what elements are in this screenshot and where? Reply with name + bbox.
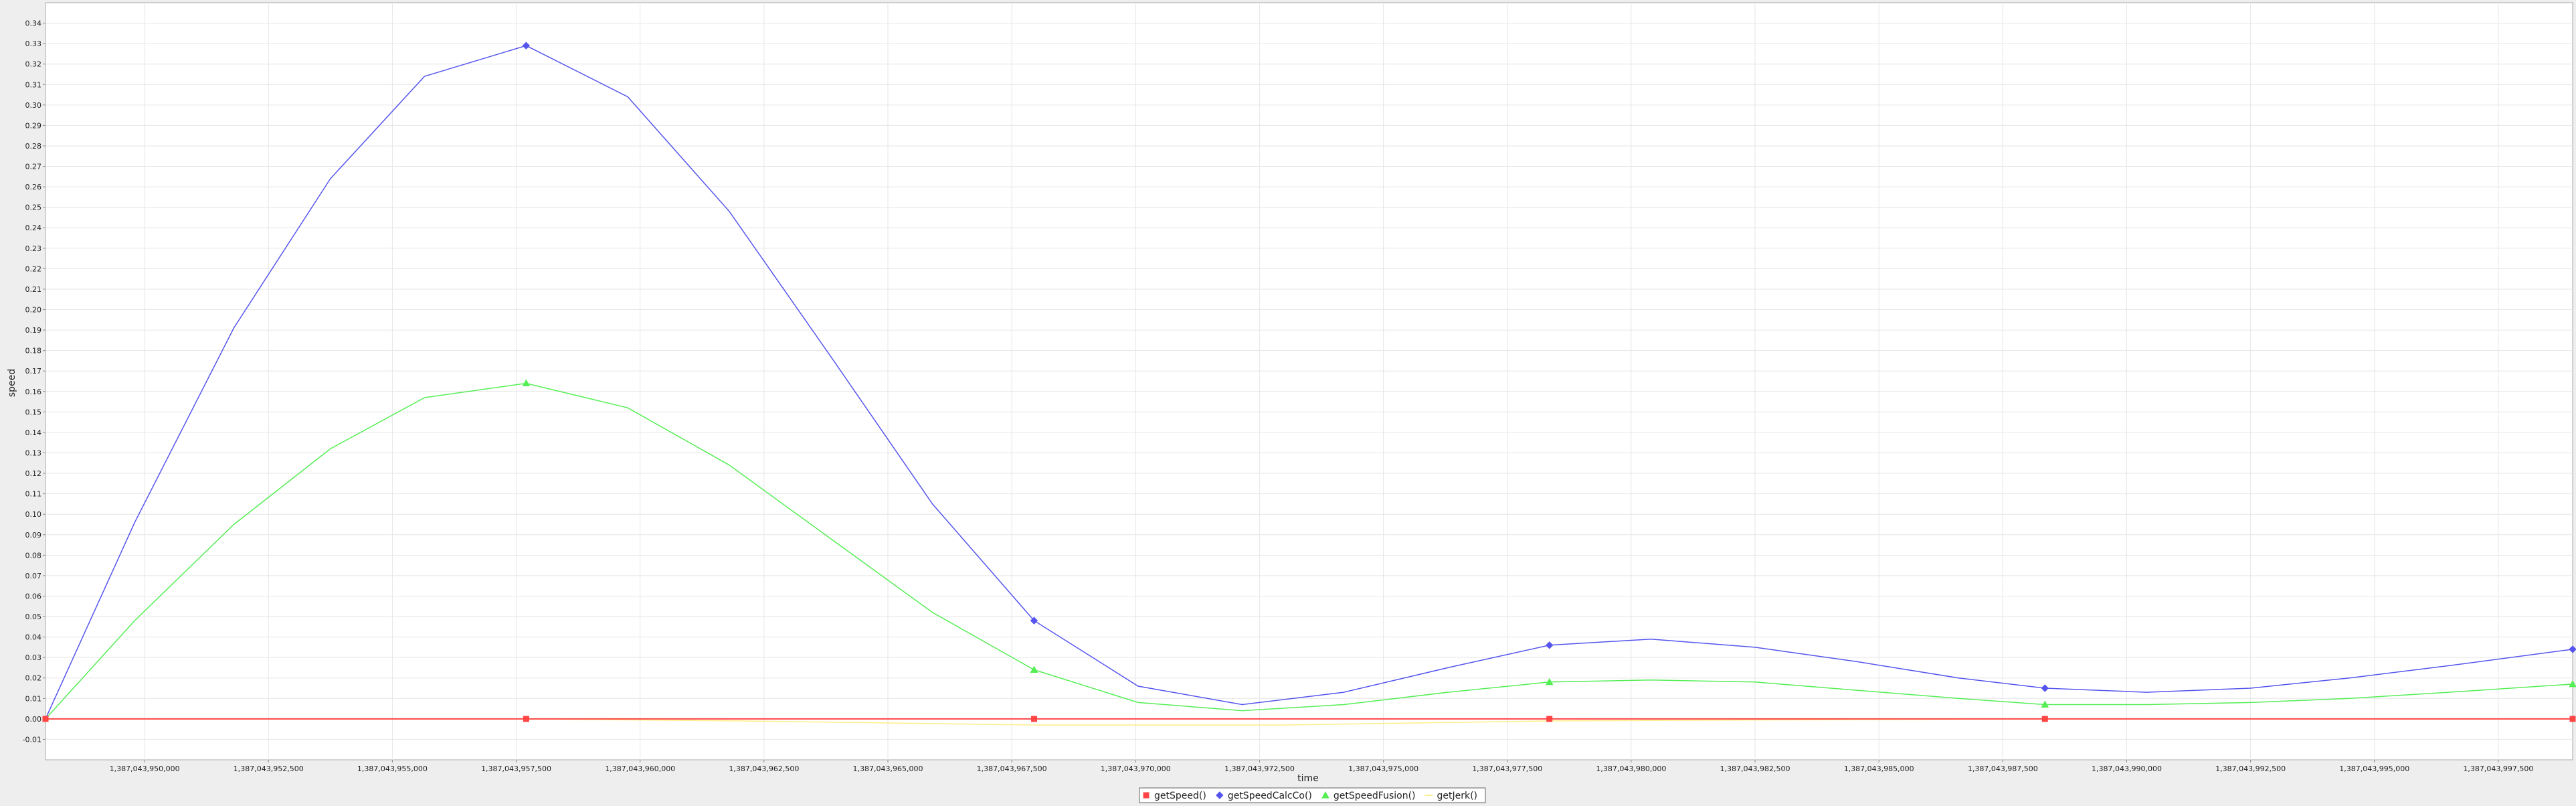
legend-swatch [1321, 791, 1329, 799]
legend-item-get-jerk: getJerk() [1424, 791, 1478, 801]
x-axis-title: time [1297, 773, 1319, 784]
y-tick-label: 0.14 [25, 428, 42, 437]
x-tick-label: 1,387,043,997,500 [2463, 764, 2533, 773]
data-point-get-speed-calc-co [2569, 645, 2576, 653]
x-tick-label: 1,387,043,952,500 [234, 764, 304, 773]
y-tick-label: -0.01 [23, 735, 41, 744]
data-point-get-speed-calc-co [2041, 684, 2049, 692]
x-tick-label: 1,387,043,995,000 [2339, 764, 2409, 773]
y-tick-label: 0.32 [25, 60, 42, 69]
data-point-get-speed-fusion [522, 379, 531, 387]
y-tick-label: 0.07 [25, 572, 42, 580]
y-tick-label: 0.22 [25, 264, 42, 273]
y-tick-label: 0.16 [25, 388, 42, 396]
y-axis-ticks: -0.01 0.00 0.01 0.02 0.03 0.04 0.05 0.06 0.07 0.0… [23, 19, 45, 744]
x-tick-label: 1,387,043,970,000 [1101, 764, 1171, 773]
series-get-speed-calc-co [45, 42, 2576, 720]
y-tick-label: 0.06 [25, 592, 42, 600]
y-tick-label: 0.27 [25, 163, 42, 171]
y-tick-label: 0.08 [25, 551, 42, 560]
y-tick-label: 0.33 [25, 39, 42, 48]
series-get-speed [42, 716, 2576, 722]
y-tick-label: 0.05 [25, 613, 42, 621]
legend-item-get-speed: getSpeed() [1143, 791, 1206, 801]
y-tick-label: 0.31 [25, 80, 42, 89]
x-tick-label: 1,387,043,962,500 [729, 764, 799, 773]
data-point-get-speed [42, 716, 49, 722]
series-line-get-speed-calc-co [45, 45, 2573, 720]
x-tick-label: 1,387,043,985,000 [1844, 764, 1914, 773]
y-tick-label: 0.29 [25, 121, 42, 130]
legend-label: getSpeedCalcCo() [1228, 791, 1312, 801]
y-tick-label: 0.03 [25, 653, 42, 662]
data-point-get-speed-fusion [2041, 700, 2049, 708]
data-point-get-speed [2041, 716, 2048, 722]
y-tick-label: 0.23 [25, 244, 42, 253]
data-point-get-speed-calc-co [522, 42, 531, 50]
legend-item-get-speed-calc-co: getSpeedCalcCo() [1216, 791, 1312, 801]
legend-label: getSpeed() [1154, 791, 1206, 801]
x-tick-label: 1,387,043,950,000 [110, 764, 180, 773]
x-tick-label: 1,387,043,992,500 [2215, 764, 2286, 773]
series-line-get-speed-fusion [45, 382, 2573, 720]
legend-swatch [1216, 791, 1224, 799]
x-tick-label: 1,387,043,955,000 [357, 764, 428, 773]
x-tick-label: 1,387,043,965,000 [853, 764, 923, 773]
legend: getSpeed() getSpeedCalcCo() getSpeedFusion… [1139, 787, 1486, 803]
x-tick-label: 1,387,043,957,500 [481, 764, 551, 773]
y-tick-label: 0.28 [25, 142, 42, 151]
legend-swatch [1143, 792, 1149, 799]
data-point-get-speed [1030, 716, 1037, 722]
x-tick-label: 1,387,043,987,500 [1968, 764, 2038, 773]
y-tick-label: 0.12 [25, 469, 42, 478]
y-tick-label: 0.25 [25, 204, 42, 212]
grid-lines [45, 3, 2573, 760]
y-tick-label: 0.30 [25, 101, 42, 110]
plot-area [45, 2, 2573, 760]
y-tick-label: 0.04 [25, 633, 42, 642]
data-point-get-speed [1546, 716, 1553, 722]
y-tick-label: 0.18 [25, 347, 42, 355]
x-tick-label: 1,387,043,975,000 [1348, 764, 1418, 773]
series-layer [42, 42, 2576, 726]
y-tick-label: 0.24 [25, 224, 42, 232]
data-point-get-speed-fusion [1545, 677, 1554, 686]
y-tick-label: 0.20 [25, 306, 42, 315]
legend-label: getSpeedFusion() [1333, 791, 1416, 801]
y-axis-title: speed [7, 369, 17, 397]
legend-label: getJerk() [1437, 791, 1478, 801]
y-tick-label: 0.21 [25, 285, 42, 294]
x-tick-label: 1,387,043,990,000 [2092, 764, 2162, 773]
y-tick-label: 0.10 [25, 510, 42, 519]
y-tick-label: 0.34 [25, 19, 42, 28]
x-tick-label: 1,387,043,960,000 [605, 764, 675, 773]
series-get-speed-fusion [45, 379, 2576, 720]
data-point-get-speed-fusion [2569, 679, 2576, 688]
y-tick-label: 0.26 [25, 183, 42, 191]
legend-item-get-speed-fusion: getSpeedFusion() [1321, 791, 1416, 801]
y-tick-label: 0.01 [25, 694, 42, 703]
data-point-get-speed-calc-co [1545, 641, 1554, 649]
x-tick-label: 1,387,043,982,500 [1720, 764, 1790, 773]
x-axis-ticks: 1,387,043,950,000 1,387,043,952,500 1,387,… [110, 760, 2533, 773]
y-tick-label: 0.19 [25, 326, 42, 335]
y-tick-label: 0.02 [25, 674, 42, 683]
data-point-get-speed [2569, 716, 2576, 722]
legend-box [1139, 787, 1486, 803]
y-tick-label: 0.11 [25, 490, 42, 499]
y-tick-label: 0.15 [25, 408, 42, 416]
data-point-get-speed-calc-co [1030, 617, 1038, 625]
y-tick-label: 0.13 [25, 449, 42, 457]
x-tick-label: 1,387,043,977,500 [1472, 764, 1542, 773]
y-tick-label: 0.09 [25, 531, 42, 540]
data-point-get-speed [523, 716, 529, 722]
x-tick-label: 1,387,043,972,500 [1224, 764, 1295, 773]
x-tick-label: 1,387,043,980,000 [1596, 764, 1666, 773]
x-tick-label: 1,387,043,967,500 [977, 764, 1047, 773]
y-tick-label: 0.00 [25, 715, 42, 724]
y-tick-label: 0.17 [25, 367, 42, 376]
data-point-get-speed-fusion [1030, 665, 1038, 673]
